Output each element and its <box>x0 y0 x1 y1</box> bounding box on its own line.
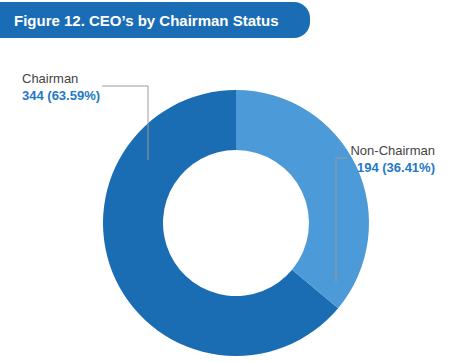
leader-line <box>336 158 347 282</box>
slice <box>236 90 369 308</box>
title: Figure 12. CEO’s by Chairman Status <box>14 12 279 29</box>
value-label: 194 (36.41%) <box>357 160 435 175</box>
leader-line <box>102 86 148 160</box>
category-label: Non-Chairman <box>350 143 435 158</box>
donut <box>103 90 369 356</box>
value-label: 344 (63.59%) <box>22 88 100 103</box>
chart: Figure 12. CEO’s by Chairman Status Chair… <box>0 0 450 362</box>
category-label: Chairman <box>22 71 78 86</box>
title-banner <box>0 2 310 38</box>
